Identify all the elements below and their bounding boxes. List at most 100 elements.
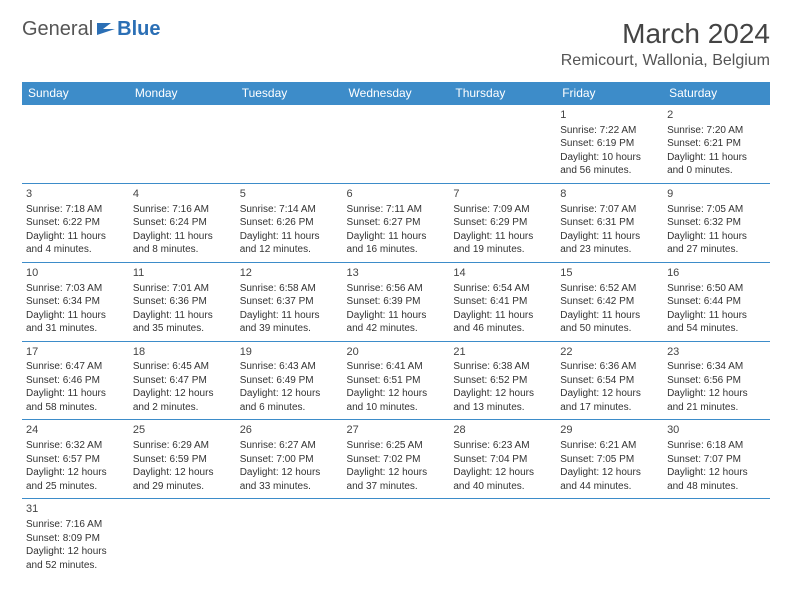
sunset-text: Sunset: 6:21 PM [667,137,766,151]
day-number: 10 [26,266,125,281]
month-title: March 2024 [561,18,770,50]
calendar-cell [129,105,236,184]
calendar-cell: 6Sunrise: 7:11 AMSunset: 6:27 PMDaylight… [343,183,450,262]
sunrise-text: Sunrise: 6:32 AM [26,439,125,453]
day-number: 4 [133,187,232,202]
sunrise-text: Sunrise: 7:03 AM [26,282,125,296]
calendar-cell: 19Sunrise: 6:43 AMSunset: 6:49 PMDayligh… [236,341,343,420]
daylight-text: Daylight: 11 hours and 0 minutes. [667,151,766,178]
calendar-cell: 30Sunrise: 6:18 AMSunset: 7:07 PMDayligh… [663,420,770,499]
calendar-cell: 13Sunrise: 6:56 AMSunset: 6:39 PMDayligh… [343,262,450,341]
weekday-header: Thursday [449,82,556,105]
sunrise-text: Sunrise: 6:18 AM [667,439,766,453]
weekday-header: Monday [129,82,236,105]
calendar-cell: 8Sunrise: 7:07 AMSunset: 6:31 PMDaylight… [556,183,663,262]
calendar-cell [556,499,663,577]
daylight-text: Daylight: 11 hours and 46 minutes. [453,309,552,336]
logo-flag-icon [97,21,115,35]
sunrise-text: Sunrise: 7:11 AM [347,203,446,217]
calendar-cell: 5Sunrise: 7:14 AMSunset: 6:26 PMDaylight… [236,183,343,262]
calendar-cell [129,499,236,577]
sunrise-text: Sunrise: 6:58 AM [240,282,339,296]
sunset-text: Sunset: 6:36 PM [133,295,232,309]
weekday-header: Friday [556,82,663,105]
calendar-cell: 21Sunrise: 6:38 AMSunset: 6:52 PMDayligh… [449,341,556,420]
daylight-text: Daylight: 11 hours and 39 minutes. [240,309,339,336]
sunset-text: Sunset: 6:41 PM [453,295,552,309]
day-number: 25 [133,423,232,438]
day-number: 1 [560,108,659,123]
sunset-text: Sunset: 6:49 PM [240,374,339,388]
calendar-cell: 22Sunrise: 6:36 AMSunset: 6:54 PMDayligh… [556,341,663,420]
calendar-cell: 31Sunrise: 7:16 AMSunset: 8:09 PMDayligh… [22,499,129,577]
sunrise-text: Sunrise: 6:56 AM [347,282,446,296]
calendar-cell: 20Sunrise: 6:41 AMSunset: 6:51 PMDayligh… [343,341,450,420]
sunrise-text: Sunrise: 7:05 AM [667,203,766,217]
sunset-text: Sunset: 6:47 PM [133,374,232,388]
calendar-cell: 11Sunrise: 7:01 AMSunset: 6:36 PMDayligh… [129,262,236,341]
sunset-text: Sunset: 6:57 PM [26,453,125,467]
daylight-text: Daylight: 12 hours and 44 minutes. [560,466,659,493]
day-number: 5 [240,187,339,202]
sunrise-text: Sunrise: 6:54 AM [453,282,552,296]
sunrise-text: Sunrise: 6:45 AM [133,360,232,374]
calendar-cell: 3Sunrise: 7:18 AMSunset: 6:22 PMDaylight… [22,183,129,262]
daylight-text: Daylight: 12 hours and 6 minutes. [240,387,339,414]
day-number: 9 [667,187,766,202]
day-number: 6 [347,187,446,202]
daylight-text: Daylight: 11 hours and 27 minutes. [667,230,766,257]
day-number: 8 [560,187,659,202]
calendar-cell: 9Sunrise: 7:05 AMSunset: 6:32 PMDaylight… [663,183,770,262]
sunrise-text: Sunrise: 6:23 AM [453,439,552,453]
day-number: 24 [26,423,125,438]
day-number: 29 [560,423,659,438]
sunrise-text: Sunrise: 7:09 AM [453,203,552,217]
sunrise-text: Sunrise: 7:14 AM [240,203,339,217]
title-block: March 2024 Remicourt, Wallonia, Belgium [561,18,770,70]
day-number: 12 [240,266,339,281]
sunrise-text: Sunrise: 7:18 AM [26,203,125,217]
daylight-text: Daylight: 12 hours and 52 minutes. [26,545,125,572]
calendar-cell [236,105,343,184]
daylight-text: Daylight: 12 hours and 33 minutes. [240,466,339,493]
weekday-header: Sunday [22,82,129,105]
sunset-text: Sunset: 6:26 PM [240,216,339,230]
sunrise-text: Sunrise: 6:41 AM [347,360,446,374]
day-number: 13 [347,266,446,281]
sunset-text: Sunset: 6:59 PM [133,453,232,467]
daylight-text: Daylight: 12 hours and 17 minutes. [560,387,659,414]
sunset-text: Sunset: 6:29 PM [453,216,552,230]
daylight-text: Daylight: 11 hours and 23 minutes. [560,230,659,257]
day-number: 23 [667,345,766,360]
calendar-cell: 17Sunrise: 6:47 AMSunset: 6:46 PMDayligh… [22,341,129,420]
sunset-text: Sunset: 6:54 PM [560,374,659,388]
day-number: 3 [26,187,125,202]
daylight-text: Daylight: 12 hours and 29 minutes. [133,466,232,493]
daylight-text: Daylight: 12 hours and 37 minutes. [347,466,446,493]
sunrise-text: Sunrise: 6:25 AM [347,439,446,453]
day-number: 18 [133,345,232,360]
daylight-text: Daylight: 11 hours and 16 minutes. [347,230,446,257]
weekday-header: Saturday [663,82,770,105]
calendar-cell: 4Sunrise: 7:16 AMSunset: 6:24 PMDaylight… [129,183,236,262]
sunrise-text: Sunrise: 6:52 AM [560,282,659,296]
calendar-cell: 23Sunrise: 6:34 AMSunset: 6:56 PMDayligh… [663,341,770,420]
sunset-text: Sunset: 8:09 PM [26,532,125,546]
day-number: 15 [560,266,659,281]
logo: General Blue [22,18,161,41]
calendar-cell: 7Sunrise: 7:09 AMSunset: 6:29 PMDaylight… [449,183,556,262]
sunrise-text: Sunrise: 7:22 AM [560,124,659,138]
calendar-cell [449,499,556,577]
daylight-text: Daylight: 11 hours and 42 minutes. [347,309,446,336]
logo-text-blue: Blue [117,18,160,41]
day-number: 17 [26,345,125,360]
calendar-cell: 1Sunrise: 7:22 AMSunset: 6:19 PMDaylight… [556,105,663,184]
sunset-text: Sunset: 6:46 PM [26,374,125,388]
daylight-text: Daylight: 11 hours and 50 minutes. [560,309,659,336]
sunset-text: Sunset: 6:51 PM [347,374,446,388]
sunset-text: Sunset: 6:52 PM [453,374,552,388]
daylight-text: Daylight: 12 hours and 13 minutes. [453,387,552,414]
sunset-text: Sunset: 6:22 PM [26,216,125,230]
calendar-cell: 10Sunrise: 7:03 AMSunset: 6:34 PMDayligh… [22,262,129,341]
sunset-text: Sunset: 6:42 PM [560,295,659,309]
